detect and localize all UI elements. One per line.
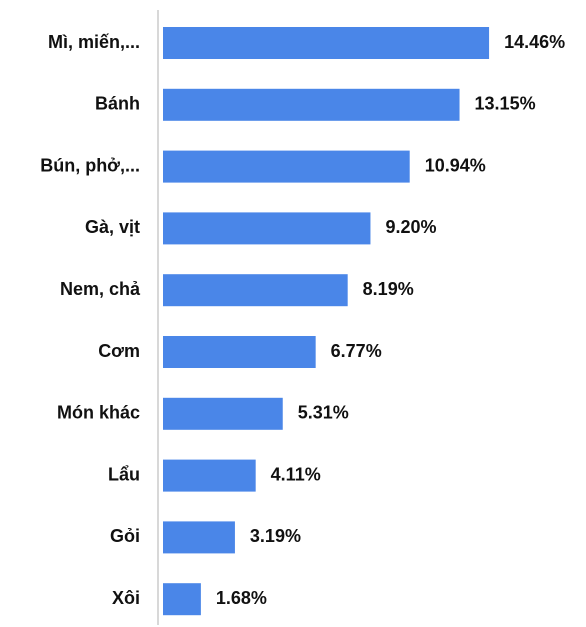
value-label: 1.68% — [216, 588, 267, 608]
value-label: 3.19% — [250, 526, 301, 546]
value-label: 10.94% — [425, 155, 486, 175]
bar — [163, 88, 460, 121]
value-label: 5.31% — [298, 403, 349, 423]
category-label: Gà, vịt — [85, 217, 140, 237]
bar — [163, 27, 490, 59]
value-label: 8.19% — [363, 279, 414, 299]
category-label: Bánh — [95, 94, 140, 114]
category-label: Gỏi — [110, 526, 140, 546]
category-label: Xôi — [112, 588, 140, 608]
bar — [163, 397, 283, 430]
value-label: 13.15% — [475, 94, 536, 114]
bar — [163, 150, 410, 183]
bar — [163, 583, 201, 616]
bar — [163, 459, 256, 492]
bar — [163, 274, 348, 307]
bar — [163, 212, 371, 245]
bar — [163, 336, 316, 368]
category-label: Lẩu — [108, 464, 140, 484]
category-label: Bún, phở,... — [40, 155, 140, 175]
bar — [163, 521, 235, 554]
category-label: Cơm — [98, 341, 140, 361]
value-label: 9.20% — [385, 217, 436, 237]
value-label: 6.77% — [331, 341, 382, 361]
value-label: 14.46% — [504, 32, 565, 52]
category-label: Nem, chả — [60, 279, 141, 299]
category-label: Mì, miến,... — [48, 32, 140, 52]
value-label: 4.11% — [271, 464, 321, 484]
category-label: Món khác — [57, 403, 140, 423]
